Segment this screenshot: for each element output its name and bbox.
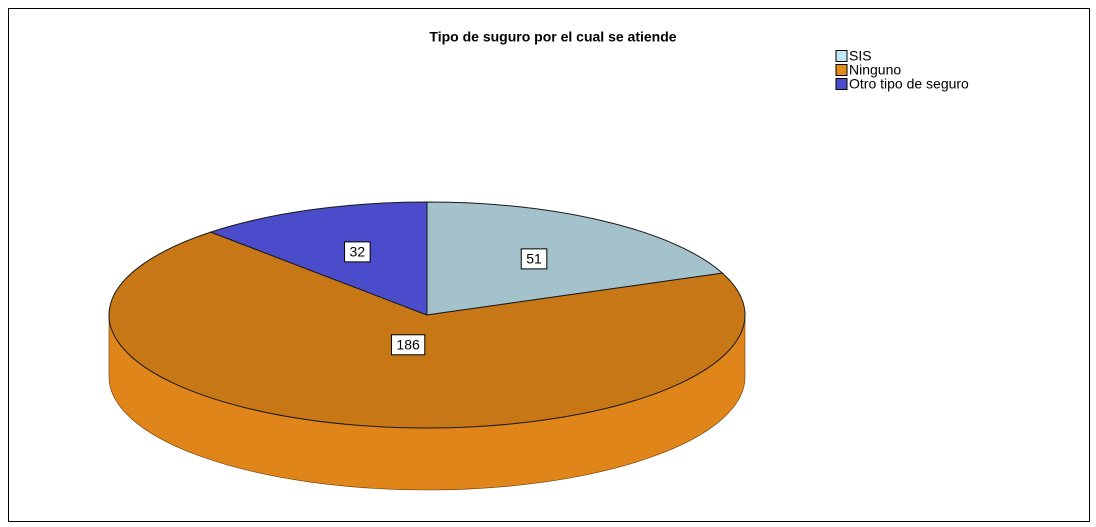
data-label-box [344,241,371,263]
slice [209,201,428,316]
legend-label: SIS [849,48,872,64]
slice [108,231,746,429]
legend-label: Ninguno [849,62,901,78]
legend-label: Otro tipo de seguro [849,76,969,92]
legend-swatch [835,50,848,62]
legend-swatch [835,78,848,90]
legend-swatch [835,64,848,76]
data-label: 51 [526,251,542,267]
data-label-box [390,334,426,356]
slice [426,201,724,316]
data-label-box [520,248,548,270]
chart-title: Tipo de suguro por el cual se atiende [429,29,676,45]
data-label: 186 [396,336,420,352]
data-label: 32 [350,244,366,260]
